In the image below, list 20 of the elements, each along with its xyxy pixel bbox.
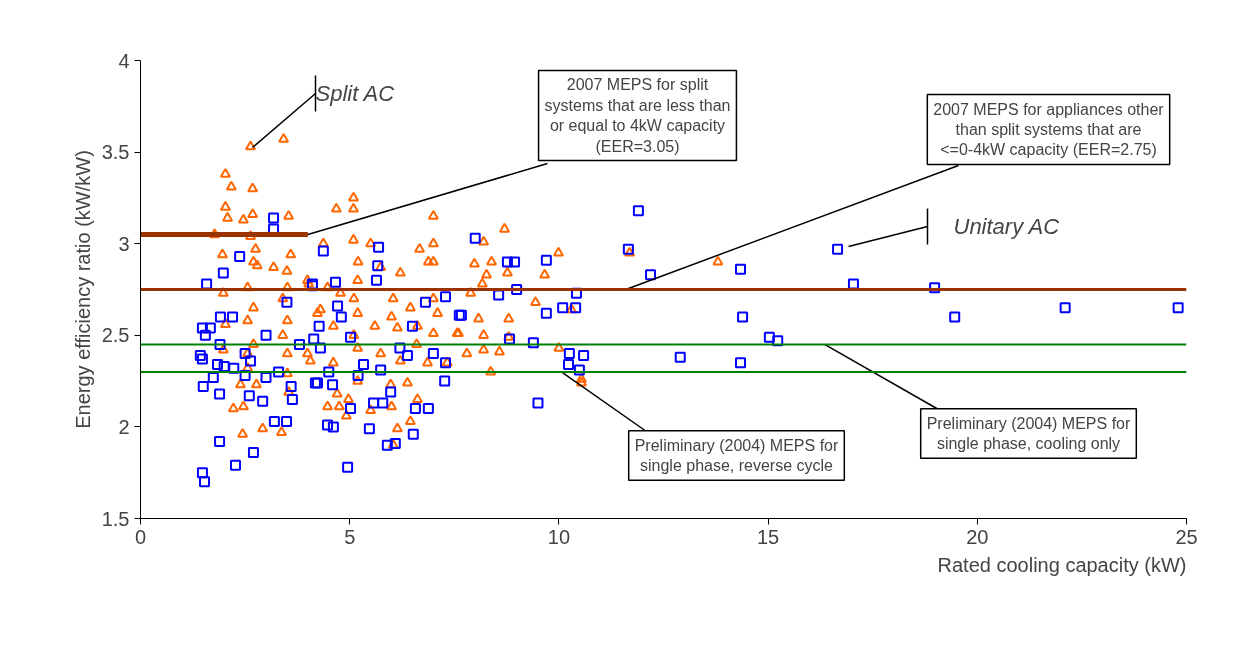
annotation: Preliminary (2004) MEPS for single phase, reverse cycle <box>634 436 839 475</box>
text: Unitary AC <box>953 214 1060 239</box>
y-tick-label: 3.5 <box>101 141 130 164</box>
annotation: 2007 MEPS for appliances other than split systems that are <=0-4kW capacity (EER=2.75) <box>933 100 1165 159</box>
x-tick-label: 0 <box>134 525 147 548</box>
y-tick-label: 3 <box>118 232 130 255</box>
annotation: Preliminary (2004) MEPS for single phase, cooling only <box>926 414 1131 453</box>
x-tick-label: 10 <box>547 525 571 548</box>
x-tick-label: 20 <box>966 525 989 548</box>
series-label: Split AC <box>315 81 395 106</box>
annotation: 2007 MEPS for split systems that are less than or equal to 4kW capacity (EER=3.05) <box>544 76 731 155</box>
x-tick-label: 15 <box>756 525 780 548</box>
y-tick-label: 2 <box>118 415 130 438</box>
x-axis-title: Rated cooling capacity (kW) <box>937 553 1187 576</box>
y-tick-label: 1.5 <box>101 507 130 530</box>
y-tick-label: 2.5 <box>101 324 130 347</box>
x-tick-label: 5 <box>344 525 356 548</box>
y-tick-label: 4 <box>118 49 130 72</box>
x-tick-label: 25 <box>1175 525 1198 548</box>
y-axis-title: Energy efficiency ratio (kW/kW) <box>71 150 94 429</box>
